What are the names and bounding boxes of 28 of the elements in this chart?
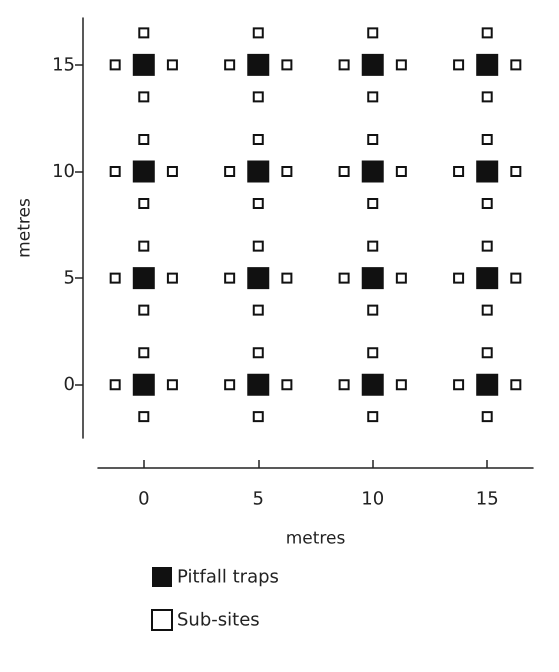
point xyxy=(476,374,498,396)
point xyxy=(247,160,270,183)
point xyxy=(362,267,384,290)
point xyxy=(132,54,155,76)
y-tick-label: 10 xyxy=(52,161,75,182)
y-tick-label: 5 xyxy=(64,268,75,289)
y-tick-label: 15 xyxy=(52,54,75,76)
point xyxy=(247,374,270,396)
point xyxy=(247,267,270,290)
legend-label: Pitfall traps xyxy=(177,566,279,588)
point xyxy=(362,54,384,76)
x-tick-label: 10 xyxy=(361,488,384,510)
point xyxy=(362,160,384,183)
x-axis-title: metres xyxy=(286,528,346,548)
x-tick-label: 0 xyxy=(138,488,150,510)
y-axis-title: metres xyxy=(14,198,34,258)
x-tick-label: 5 xyxy=(252,488,264,510)
x-tick-label: 15 xyxy=(476,488,499,510)
point xyxy=(247,54,270,76)
point xyxy=(362,374,384,396)
point xyxy=(132,267,155,290)
legend-label: Sub-sites xyxy=(177,610,260,630)
point xyxy=(132,374,155,396)
point xyxy=(476,160,498,183)
point xyxy=(476,54,498,76)
y-tick-label: 0 xyxy=(64,374,75,396)
point xyxy=(476,267,498,290)
point xyxy=(132,160,155,183)
